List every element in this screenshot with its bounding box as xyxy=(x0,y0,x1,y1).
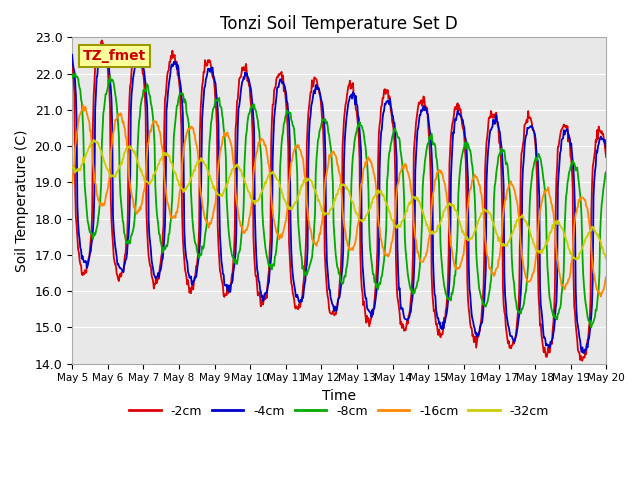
-8cm xyxy=(71,71,79,76)
Line: -8cm: -8cm xyxy=(72,73,606,327)
-4cm xyxy=(134,52,141,58)
-32cm xyxy=(404,202,412,208)
-2cm xyxy=(98,37,106,43)
-2cm xyxy=(216,268,224,274)
Title: Tonzi Soil Temperature Set D: Tonzi Soil Temperature Set D xyxy=(220,15,458,33)
-2cm xyxy=(579,358,586,363)
-32cm xyxy=(602,256,610,262)
-4cm xyxy=(404,315,412,321)
-2cm xyxy=(404,313,412,319)
-8cm xyxy=(216,103,224,108)
-8cm xyxy=(134,147,141,153)
-8cm xyxy=(79,112,86,118)
-8cm xyxy=(188,203,196,209)
-16cm xyxy=(188,124,196,130)
Line: -2cm: -2cm xyxy=(72,40,606,360)
-32cm xyxy=(134,159,141,165)
-4cm xyxy=(68,52,76,58)
-16cm xyxy=(602,274,610,280)
Text: TZ_fmet: TZ_fmet xyxy=(83,49,146,63)
-8cm xyxy=(68,74,76,80)
-16cm xyxy=(68,181,76,187)
X-axis label: Time: Time xyxy=(322,389,356,403)
-32cm xyxy=(90,137,97,143)
-2cm xyxy=(134,48,141,53)
-8cm xyxy=(588,324,595,330)
-2cm xyxy=(602,154,610,160)
-32cm xyxy=(188,174,196,180)
-16cm xyxy=(216,149,224,155)
-16cm xyxy=(420,255,428,261)
-4cm xyxy=(78,256,86,262)
Legend: -2cm, -4cm, -8cm, -16cm, -32cm: -2cm, -4cm, -8cm, -16cm, -32cm xyxy=(124,400,554,423)
-32cm xyxy=(216,193,224,199)
-2cm xyxy=(78,271,86,277)
-32cm xyxy=(573,257,580,263)
Line: -16cm: -16cm xyxy=(72,105,606,297)
-2cm xyxy=(420,95,428,100)
Line: -32cm: -32cm xyxy=(72,140,606,260)
-4cm xyxy=(420,108,428,113)
-16cm xyxy=(404,172,412,178)
-8cm xyxy=(420,168,428,174)
-4cm xyxy=(188,281,196,287)
-4cm xyxy=(216,232,224,238)
-2cm xyxy=(188,285,196,290)
-16cm xyxy=(79,102,87,108)
-8cm xyxy=(404,276,412,282)
-16cm xyxy=(597,294,605,300)
-32cm xyxy=(68,164,76,170)
-4cm xyxy=(602,145,610,151)
Line: -4cm: -4cm xyxy=(72,45,606,353)
-32cm xyxy=(78,162,86,168)
-2cm xyxy=(68,58,76,64)
-8cm xyxy=(602,169,610,175)
-32cm xyxy=(420,214,428,220)
-4cm xyxy=(580,350,588,356)
-16cm xyxy=(134,209,141,215)
-16cm xyxy=(78,107,86,113)
-4cm xyxy=(99,42,107,48)
Y-axis label: Soil Temperature (C): Soil Temperature (C) xyxy=(15,129,29,272)
